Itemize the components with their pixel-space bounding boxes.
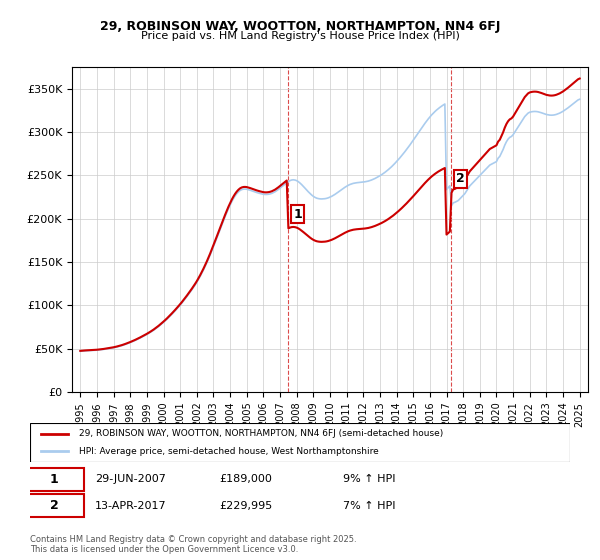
Text: 2: 2 — [456, 172, 465, 185]
Text: HPI: Average price, semi-detached house, West Northamptonshire: HPI: Average price, semi-detached house,… — [79, 446, 379, 455]
Text: £229,995: £229,995 — [219, 501, 272, 511]
Text: 7% ↑ HPI: 7% ↑ HPI — [343, 501, 396, 511]
FancyBboxPatch shape — [25, 494, 84, 517]
Text: Price paid vs. HM Land Registry's House Price Index (HPI): Price paid vs. HM Land Registry's House … — [140, 31, 460, 41]
Text: 1: 1 — [50, 473, 59, 486]
Text: 29, ROBINSON WAY, WOOTTON, NORTHAMPTON, NN4 6FJ (semi-detached house): 29, ROBINSON WAY, WOOTTON, NORTHAMPTON, … — [79, 430, 443, 438]
Text: Contains HM Land Registry data © Crown copyright and database right 2025.
This d: Contains HM Land Registry data © Crown c… — [30, 535, 356, 554]
Text: 13-APR-2017: 13-APR-2017 — [95, 501, 166, 511]
FancyBboxPatch shape — [25, 468, 84, 491]
Text: 9% ↑ HPI: 9% ↑ HPI — [343, 474, 396, 484]
FancyBboxPatch shape — [30, 423, 570, 462]
Text: £189,000: £189,000 — [219, 474, 272, 484]
Text: 29-JUN-2007: 29-JUN-2007 — [95, 474, 166, 484]
Text: 2: 2 — [50, 499, 59, 512]
Text: 29, ROBINSON WAY, WOOTTON, NORTHAMPTON, NN4 6FJ: 29, ROBINSON WAY, WOOTTON, NORTHAMPTON, … — [100, 20, 500, 32]
Text: 1: 1 — [293, 208, 302, 221]
